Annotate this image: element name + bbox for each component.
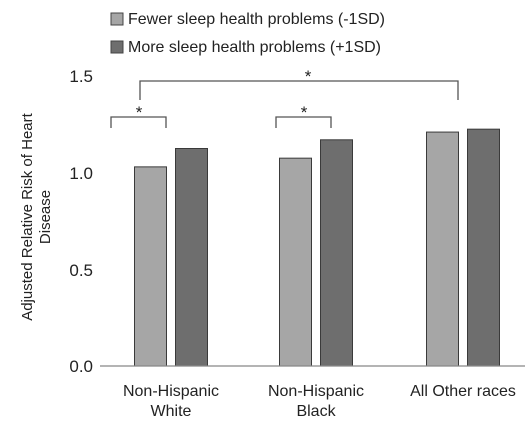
bar-fewer-1	[279, 157, 312, 367]
category-label-line: Non-Hispanic	[268, 383, 364, 400]
legend: Fewer sleep health problems (-1SD) More …	[110, 11, 385, 56]
y-tick-label: 1.0	[69, 164, 93, 183]
category-label-line: White	[151, 403, 192, 420]
significance-star: *	[301, 103, 308, 122]
y-axis-label-line-1: Adjusted Relative Risk of Heart	[19, 112, 36, 320]
bar-more-1	[320, 139, 353, 367]
bar-more-0	[175, 148, 208, 367]
y-tick-label: 0.0	[69, 357, 93, 376]
legend-swatch-more	[110, 40, 124, 54]
bars	[134, 128, 500, 367]
significance-star: *	[305, 67, 312, 86]
category-label-line: All Other races	[410, 383, 516, 400]
y-axis-label-line-2: Disease	[37, 190, 54, 244]
bar-fewer-2	[426, 131, 459, 367]
significance-star: *	[136, 103, 143, 122]
y-tick-label: 1.5	[69, 67, 93, 86]
y-tick-label: 0.5	[69, 261, 93, 280]
legend-label-fewer: Fewer sleep health problems (-1SD)	[128, 11, 385, 28]
category-label-line: Non-Hispanic	[123, 383, 219, 400]
bar-more-2	[467, 128, 500, 367]
y-ticks: 0.0 0.5 1.0 1.5	[69, 67, 93, 376]
bracket-black	[275, 116, 332, 128]
category-label-line: Black	[296, 403, 336, 420]
significance-brackets	[110, 80, 459, 128]
bracket-white-vs-other	[139, 80, 459, 100]
bar-fewer-0	[134, 166, 167, 367]
legend-label-more: More sleep health problems (+1SD)	[128, 39, 381, 56]
y-axis-label: Adjusted Relative Risk of Heart Disease	[19, 112, 54, 320]
legend-swatch-fewer	[110, 12, 124, 26]
x-categories: Non-Hispanic White Non-Hispanic Black Al…	[123, 383, 516, 420]
bracket-white	[110, 116, 167, 128]
